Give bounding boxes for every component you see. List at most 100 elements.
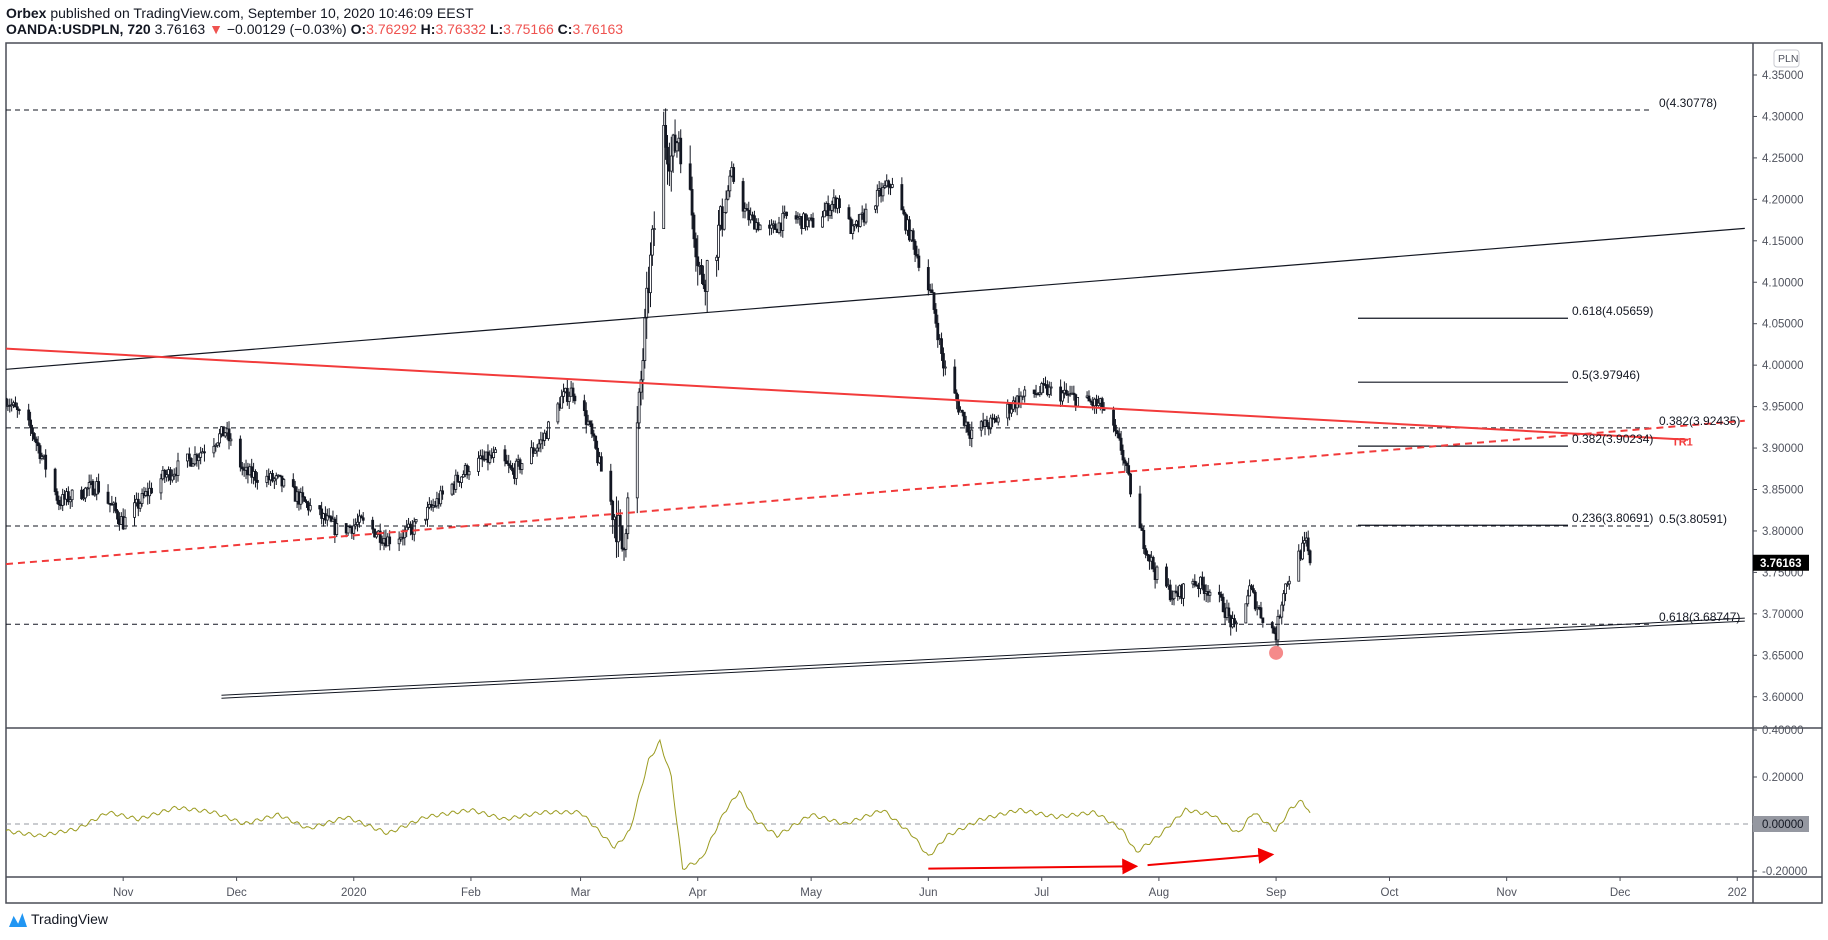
trend-line[interactable]	[221, 617, 1745, 696]
price-tick-label: 3.65000	[1762, 650, 1804, 662]
candle	[649, 242, 652, 308]
candle	[620, 525, 624, 552]
symbol-name[interactable]: OANDA:USDPLN, 720	[6, 21, 151, 37]
time-tick-label: Dec	[1610, 887, 1631, 899]
candle-body	[966, 421, 970, 433]
candle-body	[902, 209, 906, 215]
divergence-arrow[interactable]	[1147, 847, 1275, 867]
candle	[57, 495, 61, 511]
candle	[68, 496, 72, 509]
candle-body	[1165, 566, 1168, 587]
candle-body	[229, 438, 233, 442]
candle	[1064, 383, 1068, 396]
candle	[985, 415, 989, 428]
candle-body	[635, 422, 639, 499]
candle	[305, 499, 308, 508]
candle-body	[891, 184, 894, 188]
trend-line[interactable]	[6, 227, 1745, 370]
candle-body	[1123, 459, 1127, 464]
candle	[426, 501, 429, 527]
candle	[908, 216, 911, 242]
candle	[749, 207, 753, 224]
high-value: 3.76332	[435, 21, 487, 37]
candle	[1272, 626, 1276, 635]
candle-body	[970, 429, 974, 439]
candle-body	[388, 536, 392, 545]
candle-body	[626, 497, 630, 535]
candle	[700, 259, 703, 285]
candle-body	[641, 360, 645, 381]
candle-body	[847, 207, 851, 220]
price-tick-label: 4.15000	[1762, 236, 1804, 248]
candle	[494, 447, 497, 453]
close-value: 3.76163	[572, 21, 624, 37]
candle-body	[599, 456, 603, 472]
tradingview-logo[interactable]: TradingView	[8, 910, 108, 928]
candle-body	[666, 146, 669, 165]
candle	[1089, 398, 1093, 406]
candle	[87, 474, 91, 496]
candle-body	[163, 469, 167, 478]
price-tick-label: 4.20000	[1762, 194, 1804, 206]
candle	[308, 498, 312, 513]
candle	[359, 514, 363, 519]
candle-body	[1142, 529, 1146, 550]
candle	[626, 492, 630, 540]
price-tick-label: 3.60000	[1762, 692, 1804, 704]
candle-body	[197, 456, 201, 462]
candle-body	[1097, 402, 1100, 406]
trend-line[interactable]	[6, 419, 1745, 566]
candle-body	[908, 219, 911, 241]
candle-body	[690, 189, 694, 216]
candle-body	[254, 471, 257, 481]
candle-body	[465, 465, 469, 476]
candle-body	[66, 491, 70, 503]
candle-body	[138, 503, 142, 509]
candle	[38, 443, 42, 464]
candle	[970, 421, 974, 448]
candle	[358, 509, 361, 528]
candle-body	[40, 456, 44, 460]
trend-line[interactable]	[6, 347, 1689, 441]
candle	[722, 211, 726, 231]
candle	[596, 440, 599, 466]
fib-level-label: 0.618(3.68747)	[1659, 610, 1740, 624]
low-label: L:	[489, 21, 504, 37]
candle	[80, 486, 83, 501]
candle-body	[728, 175, 732, 192]
candle	[17, 408, 21, 415]
candle	[796, 212, 800, 224]
candle	[747, 201, 751, 226]
candle-body	[255, 479, 259, 483]
candle-body	[1284, 583, 1287, 595]
trend-line[interactable]	[221, 620, 1745, 699]
candle-body	[203, 451, 206, 454]
candle-body	[940, 338, 943, 354]
time-tick-label: Oct	[1381, 887, 1400, 899]
candle	[507, 454, 511, 474]
currency-badge[interactable]: PLN	[1773, 49, 1800, 68]
candle-body	[679, 137, 683, 165]
candle	[573, 393, 577, 405]
candle	[1019, 391, 1023, 409]
candle-body	[133, 502, 136, 518]
candle-body	[397, 538, 401, 545]
open-value: 3.76292	[366, 21, 417, 37]
candle	[1095, 394, 1098, 414]
candle-body	[68, 499, 72, 503]
candle	[805, 214, 809, 231]
candle-body	[494, 449, 497, 453]
candle	[191, 463, 195, 467]
candle-body	[1250, 585, 1253, 590]
candle-body	[15, 406, 19, 410]
publisher-name[interactable]: Orbex	[6, 5, 47, 21]
candle	[361, 512, 365, 525]
candle-body	[83, 487, 87, 499]
divergence-arrow[interactable]	[928, 858, 1139, 875]
candle-body	[1144, 548, 1148, 555]
candle	[943, 360, 947, 376]
time-tick-label: May	[800, 887, 822, 899]
oscillator-line	[6, 738, 1311, 871]
candle-body	[282, 479, 286, 487]
